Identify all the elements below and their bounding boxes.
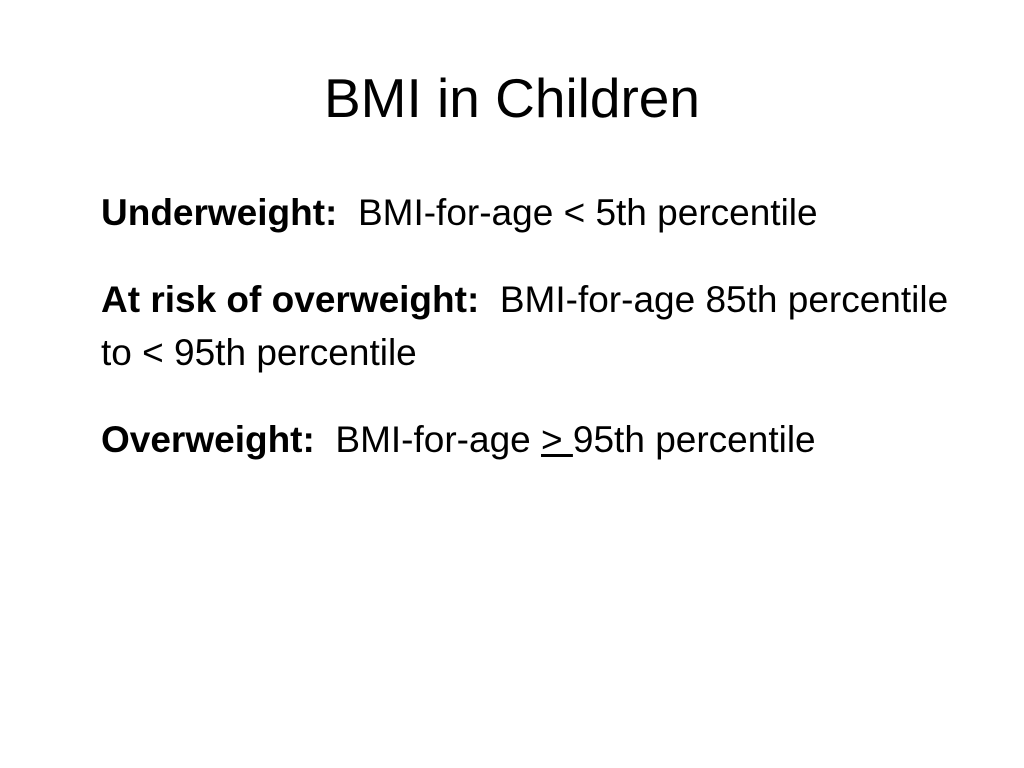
slide-title: BMI in Children [324, 67, 700, 129]
greater-than-or-equal-symbol: > [541, 419, 573, 460]
term-underweight: Underweight: [101, 192, 338, 233]
definition-underweight: BMI-for-age < 5th percentile [357, 192, 818, 233]
list-item-overweight: Overweight: BMI-for-age > 95th percentil… [101, 413, 971, 466]
term-at-risk-of-overweight: At risk of overweight: [101, 279, 480, 320]
list-item-at-risk-of-overweight: At risk of overweight: BMI-for-age 85th … [101, 273, 971, 379]
definition-overweight-suffix: 95th percentile [572, 419, 816, 460]
definition-overweight-prefix: BMI-for-age [335, 419, 531, 460]
definition-at-risk-of-overweight: BMI-for-age 85th percentile to < 95th pe… [101, 279, 949, 373]
list-item-underweight: Underweight: BMI-for-age < 5th percentil… [101, 186, 971, 239]
term-overweight: Overweight: [101, 419, 315, 460]
definition-list: Underweight: BMI-for-age < 5th percentil… [101, 186, 971, 500]
